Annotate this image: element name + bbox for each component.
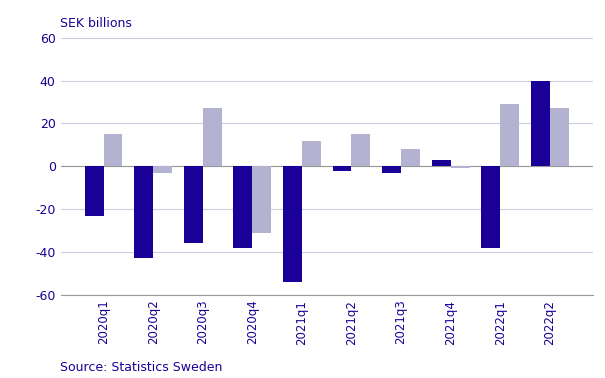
Bar: [283, 166, 302, 282]
Text: Source: Statistics Sweden: Source: Statistics Sweden: [60, 361, 223, 374]
Bar: [401, 149, 420, 166]
Bar: [184, 166, 203, 243]
Bar: [550, 108, 569, 166]
Bar: [432, 160, 451, 166]
Bar: [134, 166, 153, 259]
Bar: [382, 166, 401, 173]
Bar: [153, 166, 172, 173]
Bar: [500, 104, 519, 166]
Bar: [531, 81, 550, 166]
Bar: [234, 166, 252, 248]
Bar: [333, 166, 352, 170]
Bar: [352, 134, 370, 166]
Bar: [203, 108, 221, 166]
Bar: [85, 166, 103, 215]
Bar: [252, 166, 271, 233]
Bar: [451, 166, 469, 169]
Bar: [302, 141, 321, 166]
Bar: [103, 134, 122, 166]
Text: SEK billions: SEK billions: [60, 17, 132, 30]
Bar: [482, 166, 500, 248]
